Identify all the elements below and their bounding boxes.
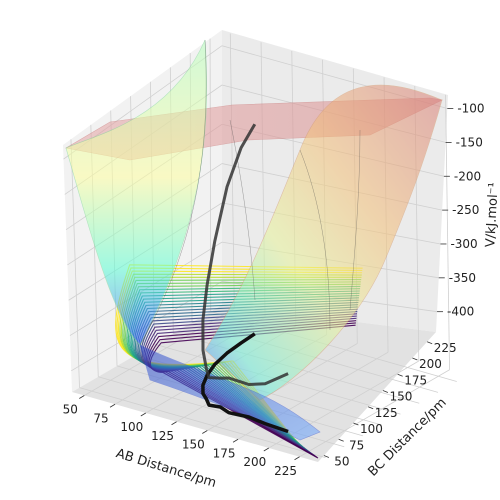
axis-ticks: 5075100125150175200225507510012515017520… bbox=[63, 102, 485, 478]
surface-ab-wall bbox=[204, 84, 443, 401]
x-tick-mark bbox=[79, 395, 85, 399]
surface-bc-wall bbox=[65, 39, 208, 346]
y-tick-label: 175 bbox=[404, 373, 427, 387]
z-tick-label: -400 bbox=[447, 305, 474, 319]
trajectory-floor-projection bbox=[201, 332, 289, 434]
grid-line-y bbox=[79, 387, 326, 459]
z-axis-label: V/kJ.mol⁻¹ bbox=[483, 182, 500, 248]
grid-line-y bbox=[70, 139, 80, 388]
y-tick-label: 75 bbox=[349, 438, 364, 452]
trajectory-surface-path bbox=[201, 123, 289, 386]
x-tick-label: 75 bbox=[93, 411, 108, 425]
z-tick-label: -250 bbox=[452, 203, 479, 217]
x-tick-mark bbox=[109, 403, 116, 408]
grid-line-x bbox=[207, 343, 358, 431]
y-tick-mark bbox=[323, 455, 330, 458]
grid-line-x bbox=[84, 308, 235, 396]
trajectory bbox=[201, 123, 289, 434]
x-tick-mark bbox=[202, 430, 208, 434]
y-tick-mark bbox=[397, 373, 403, 377]
x-tick-mark bbox=[232, 438, 239, 443]
y-tick-label: 100 bbox=[360, 422, 383, 436]
grid-line-x bbox=[299, 369, 450, 458]
z-tick-label: -300 bbox=[450, 237, 477, 251]
y-tick-mark bbox=[353, 422, 359, 426]
x-tick-label: 200 bbox=[243, 455, 266, 469]
surface-ridge-curves bbox=[139, 39, 361, 346]
y-tick-label: 150 bbox=[389, 390, 412, 404]
grid-line-x bbox=[445, 94, 450, 370]
y-tick-label: 125 bbox=[375, 406, 398, 420]
surface-valley bbox=[139, 344, 321, 441]
z-tick-label: -200 bbox=[454, 169, 481, 183]
z-tick-label: -350 bbox=[449, 271, 476, 285]
y-tick-mark bbox=[427, 341, 433, 345]
energy-surface bbox=[65, 39, 443, 441]
y-tick-mark bbox=[338, 438, 344, 442]
x-tick-label: 125 bbox=[151, 429, 174, 443]
y-tick-label: 50 bbox=[334, 455, 349, 469]
x-tick-mark bbox=[171, 421, 177, 426]
y-tick-label: 225 bbox=[434, 341, 457, 355]
x-tick-mark bbox=[140, 412, 147, 417]
y-tick-label: 200 bbox=[419, 357, 442, 371]
x-tick-mark bbox=[294, 456, 300, 461]
y-tick-mark bbox=[382, 390, 389, 393]
x-tick-label: 100 bbox=[120, 420, 143, 434]
x-tick-mark bbox=[263, 447, 270, 452]
x-tick-label: 50 bbox=[63, 403, 78, 417]
x-tick-label: 225 bbox=[274, 464, 297, 478]
y-tick-mark bbox=[368, 406, 374, 410]
x-tick-label: 175 bbox=[213, 446, 236, 460]
x-axis-label: AB Distance/pm bbox=[114, 446, 218, 491]
z-tick-label: -150 bbox=[456, 135, 483, 149]
z-tick-label: -100 bbox=[457, 102, 484, 116]
y-tick-mark bbox=[412, 357, 418, 361]
x-tick-label: 150 bbox=[182, 438, 205, 452]
